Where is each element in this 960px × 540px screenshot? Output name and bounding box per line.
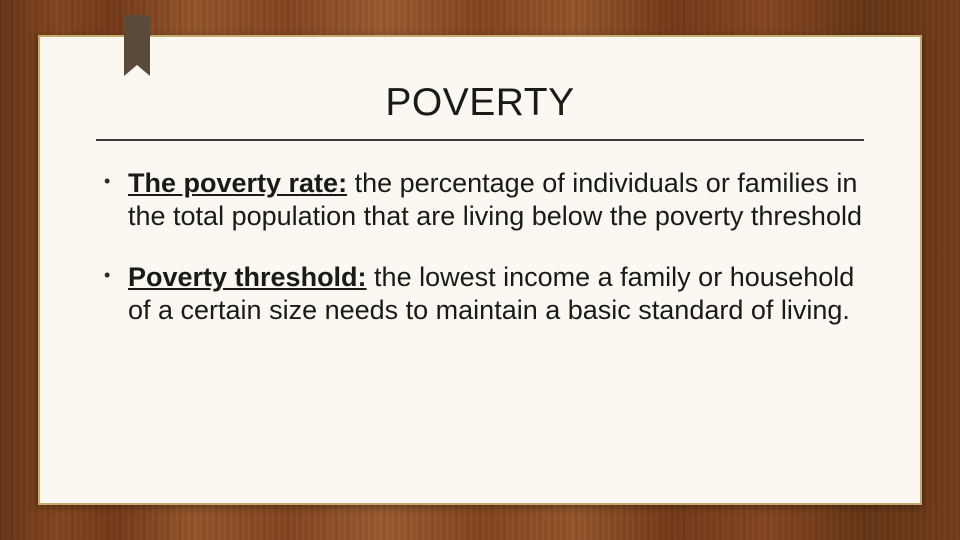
term-label: The poverty rate: xyxy=(128,168,347,198)
bullet-item: Poverty threshold: the lowest income a f… xyxy=(124,261,864,327)
bullet-list: The poverty rate: the percentage of indi… xyxy=(96,167,864,327)
term-label: Poverty threshold: xyxy=(128,262,367,292)
slide-title: POVERTY xyxy=(96,81,864,125)
ribbon-decoration xyxy=(124,15,150,65)
slide-card: POVERTY The poverty rate: the percentage… xyxy=(38,35,922,505)
bullet-item: The poverty rate: the percentage of indi… xyxy=(124,167,864,233)
title-rule xyxy=(96,139,864,141)
